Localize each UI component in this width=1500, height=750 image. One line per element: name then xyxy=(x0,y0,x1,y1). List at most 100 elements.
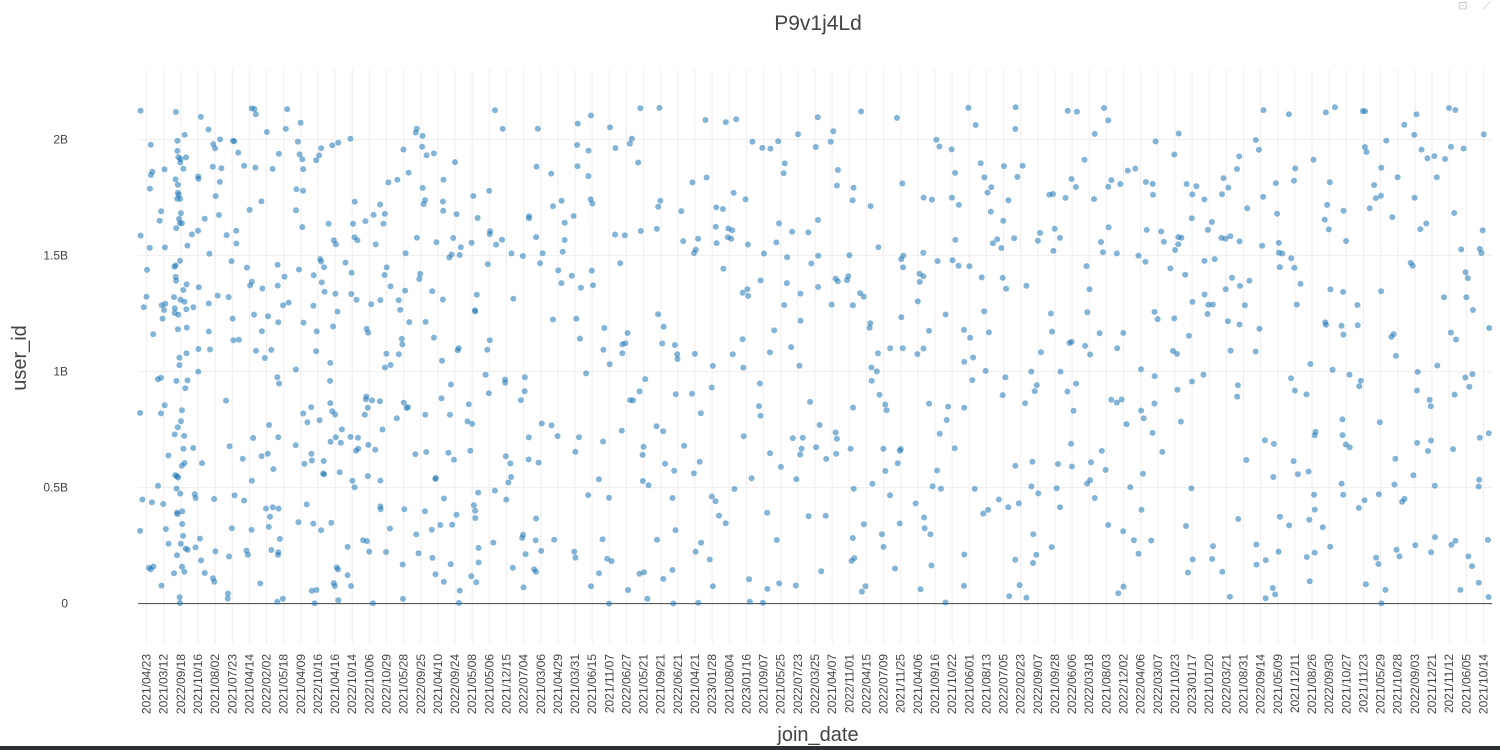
scatter-point xyxy=(180,287,187,293)
scatter-point xyxy=(792,582,799,589)
scatter-point xyxy=(175,154,182,161)
scatter-point xyxy=(795,131,801,138)
scatter-point xyxy=(558,197,565,204)
scatter-point xyxy=(348,291,355,297)
scatter-point xyxy=(247,282,254,289)
scatter-point xyxy=(943,417,950,423)
scatter-point xyxy=(456,252,463,258)
scatter-point xyxy=(510,295,517,302)
scatter-point xyxy=(533,515,540,522)
scatter-point xyxy=(1115,590,1122,597)
scatter-point xyxy=(550,203,556,210)
scatter-point xyxy=(174,181,181,188)
scatter-point xyxy=(205,328,212,335)
scatter-point xyxy=(499,236,505,243)
scatter-point xyxy=(276,380,283,387)
scatter-point xyxy=(898,256,905,263)
toggle-spike-icon[interactable]: ⟋ xyxy=(1483,0,1491,12)
scatter-point xyxy=(148,499,155,506)
scatter-point xyxy=(551,536,558,543)
scatter-point xyxy=(1423,220,1430,227)
x-tick-label: 2023/01/28 xyxy=(705,654,719,714)
autoscale-icon[interactable]: ⊡ xyxy=(1458,0,1468,12)
scatter-point xyxy=(722,520,729,527)
x-tick-label: 2021/04/07 xyxy=(825,654,839,714)
scatter-point xyxy=(1475,483,1482,490)
scatter-point xyxy=(1434,362,1441,369)
scatter-point xyxy=(310,272,317,279)
scatter-point xyxy=(1476,245,1483,252)
scatter-point xyxy=(1417,226,1424,233)
scatter-point xyxy=(1033,382,1040,389)
scatter-point xyxy=(1160,238,1167,245)
scatter-point xyxy=(412,451,419,458)
scatter-point xyxy=(308,450,315,457)
scatter-point xyxy=(1224,318,1231,325)
scatter-point xyxy=(637,228,644,234)
scatter-point xyxy=(1167,265,1174,272)
scatter-point xyxy=(860,293,867,300)
scatter-point xyxy=(1170,348,1176,354)
x-tick-label: 2021/04/16 xyxy=(328,654,342,714)
scatter-point xyxy=(1028,483,1035,490)
scatter-point xyxy=(1457,586,1464,593)
scatter-point xyxy=(680,238,687,245)
x-tick-label: 2022/10/14 xyxy=(345,654,359,714)
x-tick-label: 2022/04/15 xyxy=(859,654,873,714)
scatter-point xyxy=(1138,506,1145,513)
scatter-point xyxy=(928,562,935,569)
scatter-point xyxy=(639,478,646,484)
x-tick-label: 2022/06/06 xyxy=(1065,654,1079,714)
scatter-point xyxy=(1183,181,1190,187)
scatter-point xyxy=(318,279,325,286)
scatter-point xyxy=(318,145,325,152)
scatter-point xyxy=(1073,108,1080,115)
scatter-point xyxy=(690,470,697,477)
scatter-point xyxy=(226,553,233,560)
scatter-point xyxy=(1012,462,1019,469)
scatter-point xyxy=(568,272,575,279)
scatter-point xyxy=(1177,418,1184,425)
scatter-point xyxy=(364,404,371,411)
scatter-point xyxy=(1392,455,1399,462)
scatter-point xyxy=(447,411,453,418)
scatter-point xyxy=(926,327,932,334)
scatter-point xyxy=(397,306,404,313)
scatter-point xyxy=(1451,391,1458,398)
scatter-point xyxy=(201,570,208,576)
scatter-point xyxy=(195,346,202,352)
scatter-point xyxy=(399,341,406,348)
scatter-point xyxy=(248,526,255,533)
scatter-point xyxy=(967,334,974,341)
scatter-point xyxy=(383,350,390,357)
scatter-point xyxy=(933,136,940,143)
scatter-point xyxy=(486,337,493,344)
x-tick-label: 2022/09/18 xyxy=(174,654,188,714)
scatter-point xyxy=(1431,482,1438,489)
scatter-point xyxy=(653,225,660,232)
scatter-point xyxy=(279,595,286,602)
window-bottom-edge xyxy=(0,746,1500,750)
scatter-point xyxy=(350,220,356,227)
scatter-point xyxy=(771,327,778,334)
scatter-point xyxy=(1235,516,1242,522)
scatter-point xyxy=(1142,258,1149,265)
scatter-point xyxy=(960,582,967,589)
scatter-point xyxy=(1442,156,1449,162)
x-tick-label: 2022/09/03 xyxy=(1408,654,1422,714)
scatter-point xyxy=(1361,144,1368,150)
scatter-point xyxy=(1279,250,1286,257)
scatter-point xyxy=(1376,419,1383,426)
scatter-point xyxy=(961,551,968,558)
scatter-point xyxy=(608,558,615,565)
scatter-point xyxy=(337,439,344,446)
scatter-point xyxy=(590,282,596,289)
scatter-point xyxy=(265,313,271,320)
scatter-point xyxy=(1260,193,1267,200)
scatter-point xyxy=(846,252,853,259)
scatter-point xyxy=(137,527,144,534)
scatter-point xyxy=(195,284,202,291)
scatter-point xyxy=(823,455,830,462)
scatter-point xyxy=(729,351,736,358)
scatter-point xyxy=(1260,107,1267,114)
